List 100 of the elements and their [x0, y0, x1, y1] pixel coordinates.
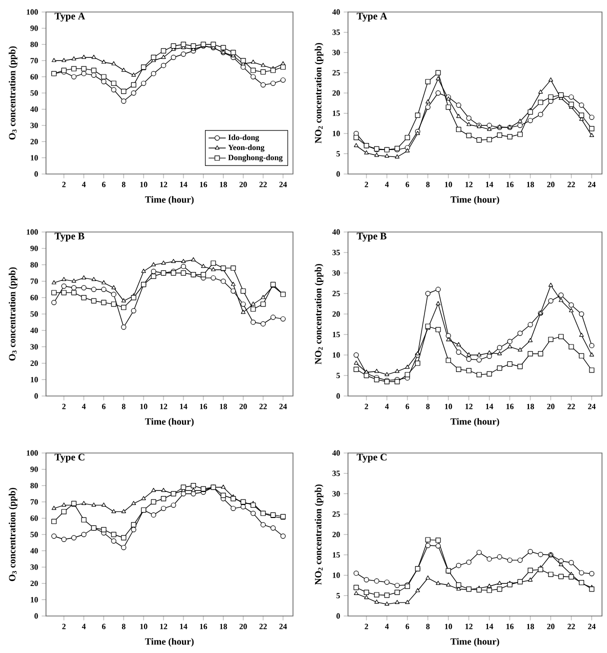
x-tick-label: 24: [279, 624, 287, 630]
x-tick-label: 16: [506, 624, 514, 630]
x-axis-title: Time (hour): [145, 196, 194, 205]
x-tick-label: 18: [526, 182, 534, 188]
x-tick-label: 10: [140, 404, 148, 410]
y-tick-label: 35: [332, 30, 340, 35]
x-tick-label: 4: [82, 404, 86, 410]
x-tick-label: 22: [568, 624, 575, 630]
y-tick-label: 10: [332, 352, 340, 358]
x-axis-title: Time (hour): [145, 638, 194, 647]
x-tick-label: 24: [588, 182, 596, 188]
y-tick-label: 30: [332, 50, 340, 56]
x-tick-label: 18: [220, 404, 228, 410]
y-tick-label: 100: [26, 450, 38, 456]
y-axis-title: O$_{3}$ concentration (ppb): [8, 46, 18, 140]
y-tick-label: 40: [332, 9, 340, 15]
y-tick-label: 35: [332, 250, 340, 256]
chart-title: Type C: [356, 454, 386, 463]
x-tick-label: 12: [160, 404, 168, 410]
y-tick-label: 0: [336, 171, 340, 177]
y-tick-label: 70: [30, 278, 38, 284]
x-tick-label: 6: [102, 182, 106, 188]
x-tick-label: 2: [62, 182, 66, 188]
x-tick-label: 18: [526, 404, 534, 410]
x-tick-label: 4: [385, 404, 389, 410]
x-tick-label: 24: [588, 624, 596, 630]
x-tick-label: 24: [279, 182, 287, 188]
chart-title: Type A: [356, 12, 388, 22]
legend-label: Ido-dong: [228, 134, 260, 142]
y-tick-label: 20: [30, 138, 38, 144]
x-tick-label: 10: [445, 624, 452, 630]
x-tick-label: 12: [160, 182, 168, 188]
x-tick-label: 20: [547, 624, 554, 630]
x-tick-label: 14: [486, 624, 494, 630]
y-tick-label: 30: [332, 270, 340, 276]
x-tick-label: 8: [426, 182, 430, 188]
y-tick-label: 35: [332, 470, 340, 476]
x-tick-label: 4: [385, 624, 389, 630]
y-tick-label: 25: [332, 290, 340, 296]
y-tick-label: 0: [34, 613, 38, 619]
x-axis-title: Time (hour): [145, 418, 194, 427]
y-axis-title: NO$_{2}$ concentration (ppb): [314, 42, 324, 144]
x-axis-title: Time (hour): [450, 418, 500, 427]
y-tick-label: 20: [332, 90, 340, 96]
x-tick-label: 16: [200, 404, 208, 410]
x-tick-label: 14: [180, 182, 188, 188]
chart-title: Type A: [54, 12, 86, 22]
y-axis-title: NO$_{2}$ concentration (ppb): [314, 264, 324, 364]
x-tick-label: 14: [486, 182, 494, 188]
y-axis-title: O$_{3}$ concentration (ppb): [8, 488, 18, 582]
x-axis-title: Time (hour): [450, 638, 500, 647]
x-tick-label: 14: [486, 404, 494, 410]
y-tick-label: 0: [34, 393, 38, 399]
y-tick-label: 40: [30, 548, 38, 554]
y-tick-label: 25: [332, 511, 340, 517]
x-tick-label: 6: [406, 182, 410, 188]
x-tick-label: 6: [102, 624, 106, 630]
x-tick-label: 24: [279, 404, 287, 410]
x-tick-label: 14: [180, 624, 188, 630]
y-tick-label: 40: [332, 229, 340, 235]
y-tick-label: 70: [30, 499, 38, 505]
x-tick-label: 18: [220, 182, 228, 188]
y-tick-label: 80: [30, 482, 38, 488]
y-tick-label: 5: [336, 151, 340, 156]
chart-title: Type B: [54, 232, 84, 242]
chart-title: Type C: [54, 454, 84, 463]
y-tick-label: 30: [30, 122, 38, 128]
x-tick-label: 8: [426, 624, 430, 630]
y-tick-label: 100: [26, 229, 38, 235]
y-tick-label: 20: [30, 360, 38, 366]
y-tick-label: 10: [30, 376, 38, 382]
y-tick-label: 90: [30, 26, 38, 31]
x-tick-label: 8: [426, 404, 430, 410]
x-tick-label: 2: [62, 624, 66, 630]
y-tick-label: 5: [336, 372, 340, 378]
x-tick-label: 16: [506, 182, 514, 188]
x-tick-label: 6: [406, 624, 410, 630]
y-tick-label: 60: [30, 516, 38, 521]
y-tick-label: 0: [34, 171, 38, 177]
y-tick-label: 5: [336, 592, 340, 598]
y-tick-label: 80: [30, 262, 38, 268]
x-tick-label: 6: [406, 404, 410, 410]
x-tick-label: 16: [506, 404, 514, 410]
x-tick-label: 8: [122, 182, 126, 188]
x-tick-label: 10: [445, 182, 452, 188]
y-tick-label: 70: [30, 58, 38, 64]
y-axis-title: O$_{3}$ concentration (ppb): [8, 267, 18, 361]
x-tick-label: 20: [547, 182, 554, 188]
y-tick-label: 40: [332, 450, 340, 456]
y-tick-label: 0: [336, 393, 340, 399]
x-tick-label: 12: [465, 624, 473, 630]
y-tick-label: 30: [30, 344, 38, 350]
x-tick-label: 12: [160, 624, 168, 630]
y-tick-label: 100: [26, 9, 38, 15]
x-axis-title: Time (hour): [450, 196, 500, 205]
y-tick-label: 0: [336, 613, 340, 619]
legend-label: Yeon-dong: [228, 144, 264, 152]
y-tick-label: 30: [30, 564, 38, 570]
y-tick-label: 90: [30, 246, 38, 252]
y-tick-label: 60: [30, 74, 38, 80]
